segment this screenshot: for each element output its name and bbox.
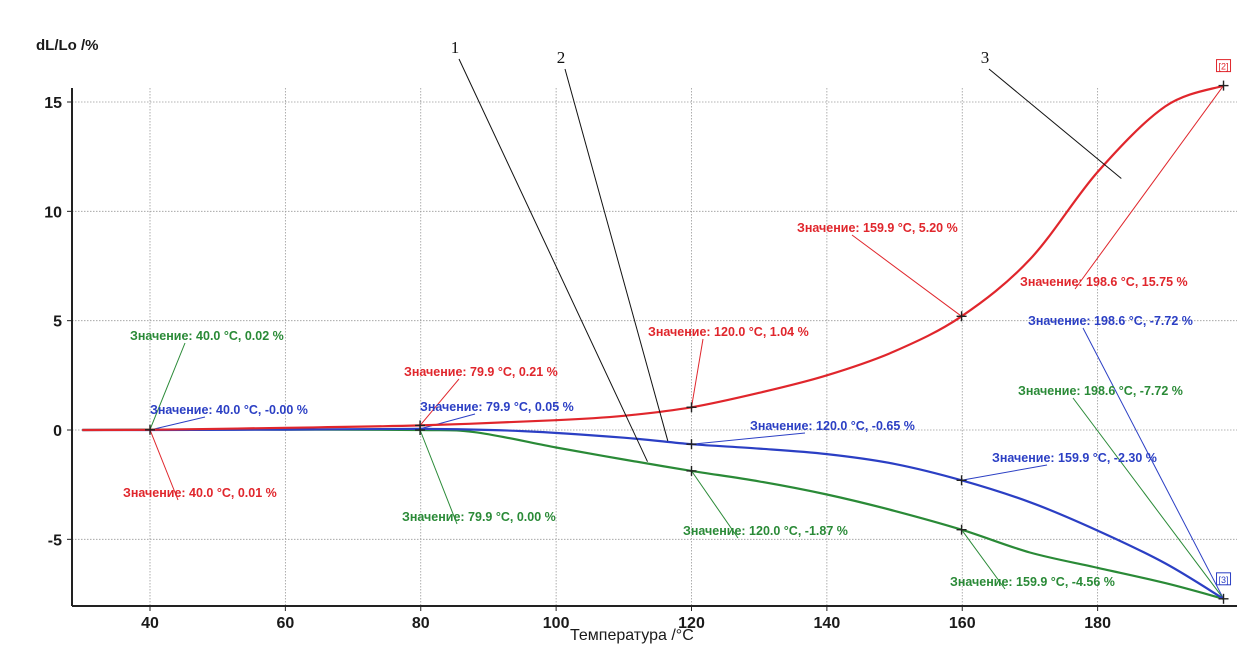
annotation-leader	[149, 429, 179, 501]
data-label: Значение: 40.0 °C, 0.02 %	[130, 329, 284, 343]
x-tick-label: 80	[412, 615, 430, 632]
callout-number: 3	[981, 48, 990, 67]
x-tick-label: 180	[1084, 615, 1111, 632]
x-tick-label: 100	[543, 615, 570, 632]
point-marker	[686, 439, 697, 450]
numbered-callouts: 1 2 3	[451, 38, 1122, 462]
x-tick-label: 120	[678, 615, 705, 632]
point-marker	[956, 475, 967, 486]
axes	[71, 88, 1237, 607]
data-label: Значение: 79.9 °C, 0.05 %	[420, 400, 574, 414]
annotation-leader	[691, 470, 739, 539]
annotation-leader	[961, 529, 1006, 590]
callout-leader	[988, 68, 1122, 179]
series-end-box: [2]	[1216, 59, 1232, 73]
y-tick-label: 0	[53, 423, 62, 440]
annotation-leader	[419, 378, 460, 426]
callout-leader	[564, 68, 669, 442]
callout-number: 2	[557, 48, 566, 67]
data-label: Значение: 120.0 °C, 1.04 %	[648, 325, 809, 339]
annotation-leader	[1082, 327, 1224, 600]
point-marker	[415, 425, 426, 435]
x-tick-label: 160	[949, 615, 976, 632]
y-tick-label: 15	[44, 95, 62, 112]
point-marker	[956, 311, 967, 322]
data-label: Значение: 198.6 °C, -7.72 %	[1018, 384, 1183, 398]
y-tick-label: 10	[44, 204, 62, 221]
callout-number: 1	[451, 38, 460, 57]
x-axis-title: Температура /°C	[570, 627, 694, 644]
annotation-labels: Значение: 40.0 °C, 0.02 % Значение: 40.0 …	[123, 221, 1193, 589]
grid	[67, 88, 1237, 611]
annotation-leader	[419, 413, 476, 430]
data-label: Значение: 120.0 °C, -1.87 %	[683, 524, 848, 538]
point-marker	[686, 465, 697, 476]
y-tick-label: -5	[48, 532, 62, 549]
x-tick-label: 60	[276, 615, 294, 632]
data-label: Значение: 79.9 °C, 0.21 %	[404, 365, 558, 379]
series-lines	[82, 84, 1225, 600]
data-label: Значение: 198.6 °C, 15.75 %	[1020, 275, 1188, 289]
data-label: Значение: 79.9 °C, 0.00 %	[402, 510, 556, 524]
tick-labels: 40 60 80 100 120 140 160 180 -5 0 5 10 15	[44, 95, 1111, 632]
data-label: Значение: 159.9 °C, -4.56 %	[950, 575, 1115, 589]
annotation-leader	[691, 432, 806, 445]
point-marker	[686, 402, 697, 413]
annotation-leader	[961, 464, 1048, 481]
data-label: Значение: 159.9 °C, -2.30 %	[992, 451, 1157, 465]
annotation-leader	[149, 342, 186, 430]
data-label: Значение: 198.6 °C, -7.72 %	[1028, 314, 1193, 328]
annotation-leader	[419, 429, 458, 525]
end-box-frame	[1216, 572, 1232, 586]
annotation-leader	[1074, 85, 1224, 290]
point-markers: [2] [3]	[145, 59, 1232, 604]
series-end-box: [3]	[1216, 572, 1232, 586]
data-label: Значение: 40.0 °C, 0.01 %	[123, 486, 277, 500]
point-marker	[145, 424, 155, 435]
annotation-leader	[851, 234, 962, 317]
annotation-leader	[691, 338, 704, 408]
series-line-red	[82, 84, 1224, 432]
data-label: Значение: 120.0 °C, -0.65 %	[750, 419, 915, 433]
annotation-leaders	[149, 85, 1224, 600]
y-axis-title: dL/Lo /%	[36, 37, 99, 54]
point-marker	[1218, 593, 1229, 604]
callout-leader	[458, 58, 648, 462]
y-tick-label: 5	[53, 314, 62, 331]
end-box-label: [3]	[1219, 575, 1229, 585]
x-tick-label: 40	[141, 615, 159, 632]
data-label: Значение: 159.9 °C, 5.20 %	[797, 221, 958, 235]
end-box-frame	[1216, 59, 1232, 73]
point-marker	[956, 524, 967, 535]
annotation-leader	[149, 416, 206, 431]
data-label: Значение: 40.0 °C, -0.00 %	[150, 403, 308, 417]
end-box-label: [2]	[1219, 62, 1229, 72]
series-line-blue	[82, 427, 1225, 600]
x-tick-label: 140	[814, 615, 841, 632]
point-marker	[1218, 80, 1229, 91]
annotation-leader	[1072, 397, 1224, 600]
